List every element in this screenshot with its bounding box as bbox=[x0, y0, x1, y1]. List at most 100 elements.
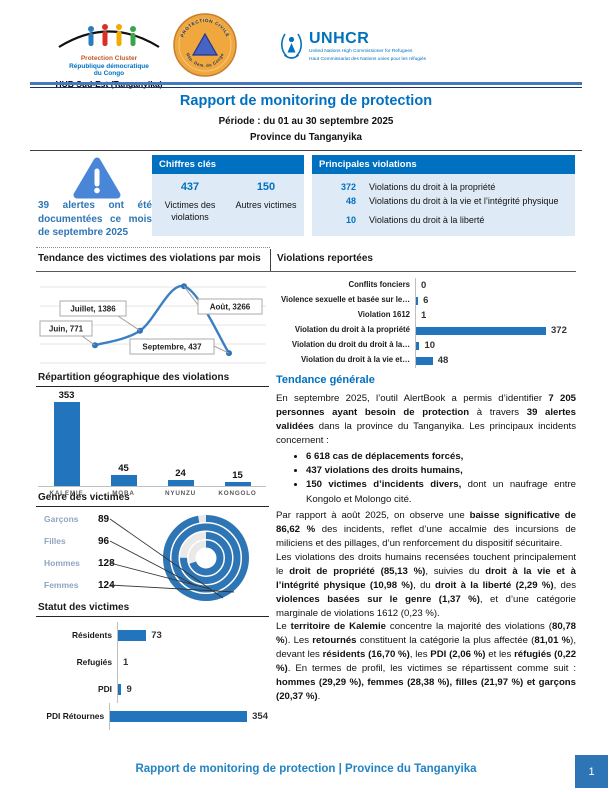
bar bbox=[224, 482, 251, 486]
status-bar-chart: Résidents 73 Refugiés 1 PDI 9 PDI Rétournes 354 bbox=[38, 622, 268, 730]
violation-count: 48 bbox=[345, 195, 356, 206]
key-figure-label: Victimes des violations bbox=[164, 200, 216, 222]
key-figures-title: Chiffres clés bbox=[152, 155, 304, 174]
section-rule bbox=[36, 271, 576, 272]
bar bbox=[110, 711, 248, 722]
bar bbox=[167, 480, 194, 486]
key-figure-item: 150 Autres victimes bbox=[228, 174, 304, 236]
incident-bullet-list: 6 618 cas de déplacements forcés, 437 vi… bbox=[276, 450, 576, 508]
protection-civile-icon: PROTECTION CIVILE Rép. Dém. du Congo bbox=[173, 13, 237, 77]
bar-row: PDI 9 bbox=[38, 676, 268, 703]
monthly-trend-line-chart: Juin, 771 Juillet, 1386 Août, 3266 Septembr… bbox=[38, 275, 268, 369]
category-label: Refugiés bbox=[76, 657, 112, 668]
cluster-logo-line1: Protection Cluster bbox=[80, 55, 138, 63]
trend-paragraph-4: Le territoire de Kalemie concentre la ma… bbox=[276, 621, 577, 702]
bullet-item: 150 victimes d’incidents divers, dont un… bbox=[306, 478, 576, 507]
report-period: Période : du 01 au 30 septembre 2025 bbox=[218, 116, 394, 127]
unhcr-emblem-icon bbox=[281, 33, 302, 59]
page-number-box: 1 bbox=[575, 755, 608, 788]
bar-zone: 10 bbox=[415, 338, 576, 353]
value-label: 15 bbox=[232, 470, 243, 482]
violation-row: 10 Violations du droit à la liberté bbox=[312, 214, 575, 228]
bar-slot: 15 bbox=[209, 470, 266, 486]
category-label: Violation du droit du droit à la… bbox=[291, 340, 410, 350]
value-label: 9 bbox=[126, 684, 132, 695]
gender-chart-title: Genre des victimes bbox=[38, 492, 130, 503]
bar-row: Conflits fonciers 0 bbox=[276, 278, 576, 293]
gender-legend: Garçons 89 Filles 96 Hommes 128 Femmes 124 bbox=[44, 508, 115, 596]
bar bbox=[118, 684, 122, 695]
key-figure-value: 150 bbox=[256, 181, 276, 193]
header-rule-thick bbox=[30, 82, 582, 85]
page-title: Rapport de monitoring de protection bbox=[179, 93, 433, 109]
gender-title-rule bbox=[36, 506, 269, 507]
title-rule bbox=[30, 150, 582, 151]
bar bbox=[416, 356, 433, 365]
legend-label: Femmes bbox=[44, 580, 79, 590]
value-label: 1 bbox=[421, 310, 427, 321]
bar-zone: 372 bbox=[415, 323, 576, 338]
category-axis: KALEMIE MOBA NYUNZU KONGOLO bbox=[38, 487, 266, 497]
bar-row: Violation du droit du droit à la… 10 bbox=[276, 338, 576, 353]
legend-value: 128 bbox=[98, 557, 115, 569]
violation-row: 48 Violations du droit à la vie et l’int… bbox=[312, 195, 575, 209]
data-label: Juillet, 1386 bbox=[70, 305, 116, 314]
violation-row: 372 Violations du droit à la propriété bbox=[312, 181, 575, 195]
bar-zone: 6 bbox=[415, 293, 576, 308]
bar-row: Violation du droit à la vie et… 48 bbox=[276, 353, 576, 368]
bar-slot: 353 bbox=[38, 390, 95, 486]
warning-icon bbox=[72, 156, 122, 205]
bar-row: PDI Rétournes 354 bbox=[38, 703, 268, 730]
value-label: 6 bbox=[423, 295, 429, 306]
section-vertical-divider bbox=[270, 249, 271, 271]
key-figure-value: 437 bbox=[180, 181, 200, 193]
category-label: Violation du droit à la propriété bbox=[294, 325, 410, 335]
category-label: Résidents bbox=[71, 630, 112, 641]
cluster-figures-icon bbox=[58, 24, 160, 48]
key-figures-card: Chiffres clés 437 Victimes des violation… bbox=[152, 155, 304, 236]
bar-zone: 1 bbox=[415, 308, 576, 323]
legend-label: Garçons bbox=[44, 514, 79, 524]
bar-row: Violence sexuelle et basée sur le… 6 bbox=[276, 293, 576, 308]
page-number: 1 bbox=[588, 765, 595, 778]
bar-slot: 45 bbox=[95, 463, 152, 486]
value-label: 353 bbox=[58, 390, 75, 401]
bar-zone: 9 bbox=[117, 676, 268, 703]
bar bbox=[416, 296, 419, 305]
category-label: Violation du droit à la vie et… bbox=[300, 355, 410, 365]
value-label: 48 bbox=[437, 355, 449, 366]
value-label: 73 bbox=[151, 630, 162, 641]
category-label: PDI Rétournes bbox=[46, 711, 105, 722]
triangle-icon bbox=[191, 32, 219, 56]
protection-cluster-logo: Protection Cluster République démocratiq… bbox=[44, 14, 174, 90]
value-label: 1 bbox=[123, 657, 129, 668]
violation-count: 372 bbox=[340, 182, 356, 192]
category-label: Violence sexuelle et basée sur le… bbox=[280, 295, 410, 305]
bar-row: Résidents 73 bbox=[38, 622, 268, 649]
legend-label: Filles bbox=[44, 536, 66, 546]
data-label: Septembre, 437 bbox=[142, 343, 202, 352]
value-label: 10 bbox=[424, 340, 436, 351]
legend-item: Filles 96 bbox=[44, 530, 115, 552]
geo-title-rule bbox=[36, 386, 269, 387]
violation-label: Violations du droit à la propriété bbox=[369, 182, 496, 192]
value-label: 372 bbox=[551, 325, 567, 336]
bar-row: Refugiés 1 bbox=[38, 649, 268, 676]
violations-chart-title: Violations reportées bbox=[277, 253, 373, 264]
bar bbox=[416, 326, 546, 335]
bar-zone: 1 bbox=[117, 649, 268, 676]
bar-slot: 24 bbox=[152, 468, 209, 486]
legend-item: Femmes 124 bbox=[44, 574, 115, 596]
general-trend-section: Tendance générale En septembre 2025, l’o… bbox=[276, 374, 576, 704]
data-label: Juin, 771 bbox=[49, 325, 84, 334]
legend-value: 89 bbox=[98, 513, 110, 525]
bar-row: Violation 1612 1 bbox=[276, 308, 576, 323]
trend-paragraph-2: Par rapport à août 2025, on observe une … bbox=[276, 510, 576, 549]
category-label: KONGOLO bbox=[218, 490, 257, 497]
bar-zone: 48 bbox=[415, 353, 576, 368]
protection-civile-logo: PROTECTION CIVILE Rép. Dém. du Congo bbox=[172, 12, 238, 78]
legend-item: Hommes 128 bbox=[44, 552, 115, 574]
geographic-bar-chart: 353 45 24 15 KALEMIE MOBA NYUNZU KONGOLO bbox=[38, 390, 266, 497]
category-label: PDI bbox=[98, 684, 112, 695]
